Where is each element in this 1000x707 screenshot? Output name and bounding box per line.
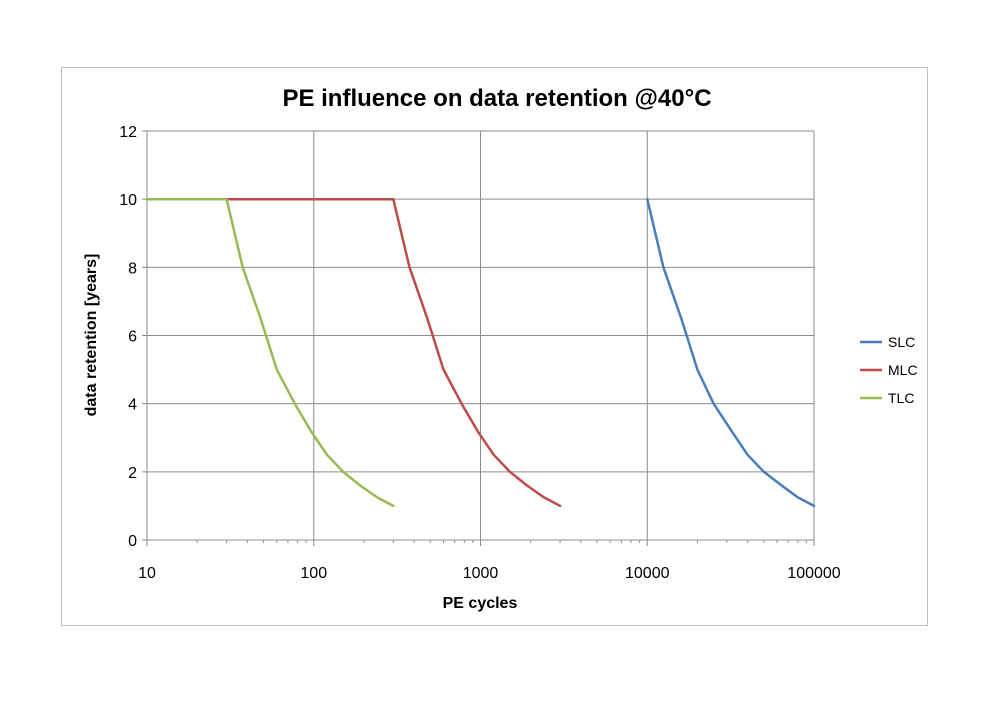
legend: SLC MLC TLC — [860, 334, 918, 406]
series-line-mlc — [225, 197, 562, 508]
y-tick-label: 12 — [119, 124, 137, 141]
series-line-slc — [646, 197, 816, 508]
legend-label-mlc: MLC — [888, 362, 918, 378]
legend-label-tlc: TLC — [888, 390, 914, 406]
axes-layer: 0 2 4 6 8 10 12 10 100 1000 10000 100000 — [119, 124, 841, 582]
y-tick-label: 10 — [119, 192, 137, 209]
legend-label-slc: SLC — [888, 334, 915, 350]
y-tick-label: 2 — [128, 465, 137, 482]
y-tick-label: 0 — [128, 533, 137, 550]
x-tick-label: 10000 — [625, 565, 670, 582]
y-tick-label: 4 — [128, 397, 137, 414]
y-tick-label: 6 — [128, 329, 137, 346]
series-layer — [145, 197, 816, 508]
series-line-tlc — [145, 197, 395, 508]
chart-title: PE influence on data retention @40°C — [282, 85, 711, 112]
y-tick-label: 8 — [128, 260, 137, 277]
x-tick-label: 10 — [138, 565, 156, 582]
chart-frame — [61, 67, 928, 626]
x-tick-label: 100 — [300, 565, 327, 582]
x-axis-title: PE cycles — [443, 595, 518, 612]
x-tick-label: 100000 — [787, 565, 840, 582]
x-tick-label: 1000 — [463, 565, 499, 582]
y-axis-title: data retention [years] — [83, 254, 100, 417]
grid-layer — [147, 130, 815, 540]
